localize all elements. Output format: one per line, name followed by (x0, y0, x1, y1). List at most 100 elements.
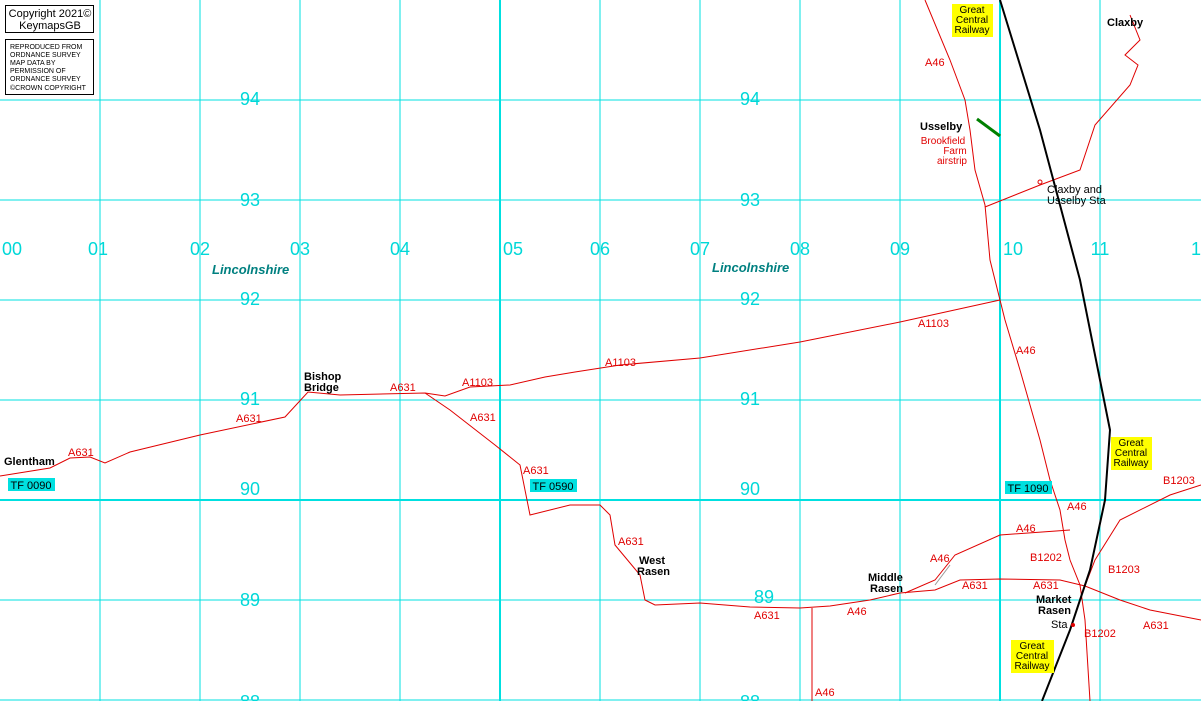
place-label: Rasen (870, 583, 903, 595)
station-label: Sta (1051, 619, 1068, 631)
easting-label: 02 (190, 239, 210, 259)
road-label: A631 (1033, 580, 1059, 592)
copyright-text: KeymapsGB (19, 20, 81, 32)
easting-label: 11 (1091, 239, 1110, 259)
road-label: A631 (470, 412, 496, 424)
places: Lincolnshire Lincolnshire Glentham Bisho… (4, 17, 1144, 631)
place-label: Rasen (637, 566, 670, 578)
road-label: A631 (390, 382, 416, 394)
grid-ref-box (530, 479, 577, 492)
easting-label: 07 (690, 239, 710, 259)
place-label: Middle (868, 572, 903, 584)
road-label: B1203 (1108, 564, 1140, 576)
place-label: West (639, 555, 665, 567)
copyright-text: Copyright 2021© (9, 8, 92, 20)
airstrip-label: Brookfield (921, 136, 965, 147)
permission-text: PERMISSION OF (10, 68, 66, 75)
road-b1203 (1084, 484, 1201, 587)
airstrip (976, 117, 1001, 138)
easting-label: 1 (1191, 239, 1201, 259)
copyright-box (5, 5, 94, 33)
road-label: B1202 (1030, 552, 1062, 564)
road-label: A631 (236, 413, 262, 425)
road-label: A46 (1016, 345, 1036, 357)
road-labels: A631 A631 A631 A631 A631 A631 A631 A631 … (68, 57, 1195, 699)
northing-label: 93 (740, 190, 760, 210)
railway-label: Central (956, 15, 988, 26)
northing-label: 94 (240, 89, 260, 109)
link (934, 564, 951, 586)
easting-label: 01 (88, 239, 108, 259)
easting-label: 05 (503, 239, 523, 259)
road-a46 (924, 0, 1091, 701)
station-label: Usselby Sta (1047, 195, 1107, 207)
road (984, 14, 1141, 208)
grid-ref: TF 0090 (11, 480, 52, 492)
road-label: A1103 (462, 377, 493, 389)
road-a46 (904, 529, 1071, 594)
easting-label: 08 (790, 239, 810, 259)
railway-label: Central (1115, 448, 1147, 459)
northing-label: 91 (740, 389, 760, 409)
copyright: Copyright 2021© KeymapsGB REPRODUCED FRO… (5, 5, 94, 95)
northing-label: 88 (240, 692, 260, 701)
railway-box (952, 4, 993, 37)
railway-label: Central (1016, 651, 1048, 662)
northing-label: 91 (240, 389, 260, 409)
railway-label: Railway (1014, 661, 1049, 672)
northing-label: 92 (240, 289, 260, 309)
northing-label: 92 (740, 289, 760, 309)
northing-label: 90 (240, 479, 260, 499)
road-label: A631 (754, 610, 780, 622)
county-label: Lincolnshire (712, 260, 789, 275)
road-label: A1103 (605, 357, 636, 369)
grid-ref: TF 1090 (1008, 483, 1049, 495)
northing-label: 89 (754, 587, 774, 607)
road-label: A46 (1067, 501, 1087, 513)
road-label: A46 (930, 553, 950, 565)
grid-refs: TF 0090 TF 0590 TF 1090 (8, 478, 1052, 495)
railway-box (1111, 437, 1152, 470)
road-a631 (0, 391, 1201, 621)
station-label: Claxby and (1047, 184, 1102, 196)
railway-label: Great (959, 5, 984, 16)
road-a1103 (424, 299, 1001, 397)
road-label: A631 (523, 465, 549, 477)
airstrip-label: airstrip (937, 156, 967, 167)
road-label: A631 (1143, 620, 1169, 632)
airstrip-label: Farm (943, 146, 966, 157)
place-label: Bishop (304, 371, 342, 383)
grid-ref-box (8, 478, 55, 491)
grid-labels: 00 01 02 03 04 05 06 07 08 09 10 11 1 94… (2, 89, 1201, 701)
railway-label: Great (1118, 438, 1143, 449)
road-label: A46 (1016, 523, 1036, 535)
easting-label: 10 (1003, 239, 1023, 259)
station (1071, 623, 1075, 627)
railway-label: Railway (954, 25, 989, 36)
road-label: A631 (962, 580, 988, 592)
place-label: Claxby (1107, 17, 1144, 29)
permission-text: REPRODUCED FROM (10, 44, 83, 51)
permission-text: ORDNANCE SURVEY (10, 52, 81, 59)
railway-box (1011, 640, 1054, 673)
station (1037, 179, 1043, 185)
road-label: A631 (618, 536, 644, 548)
permission-box (5, 39, 94, 95)
easting-label: 09 (890, 239, 910, 259)
permission-text: MAP DATA BY (10, 60, 56, 67)
road-label: A1103 (918, 318, 949, 330)
grid-ref-box (1005, 481, 1052, 494)
place-label: Market (1036, 594, 1072, 606)
permission-text: ©CROWN COPYRIGHT (10, 84, 87, 92)
place-label: Usselby (920, 121, 963, 133)
road-label: A46 (847, 606, 867, 618)
place-label: Glentham (4, 456, 55, 468)
northing-label: 88 (740, 692, 760, 701)
easting-label: 06 (590, 239, 610, 259)
road-label: B1202 (1084, 628, 1116, 640)
road-label: B1203 (1163, 475, 1195, 487)
northing-label: 90 (740, 479, 760, 499)
